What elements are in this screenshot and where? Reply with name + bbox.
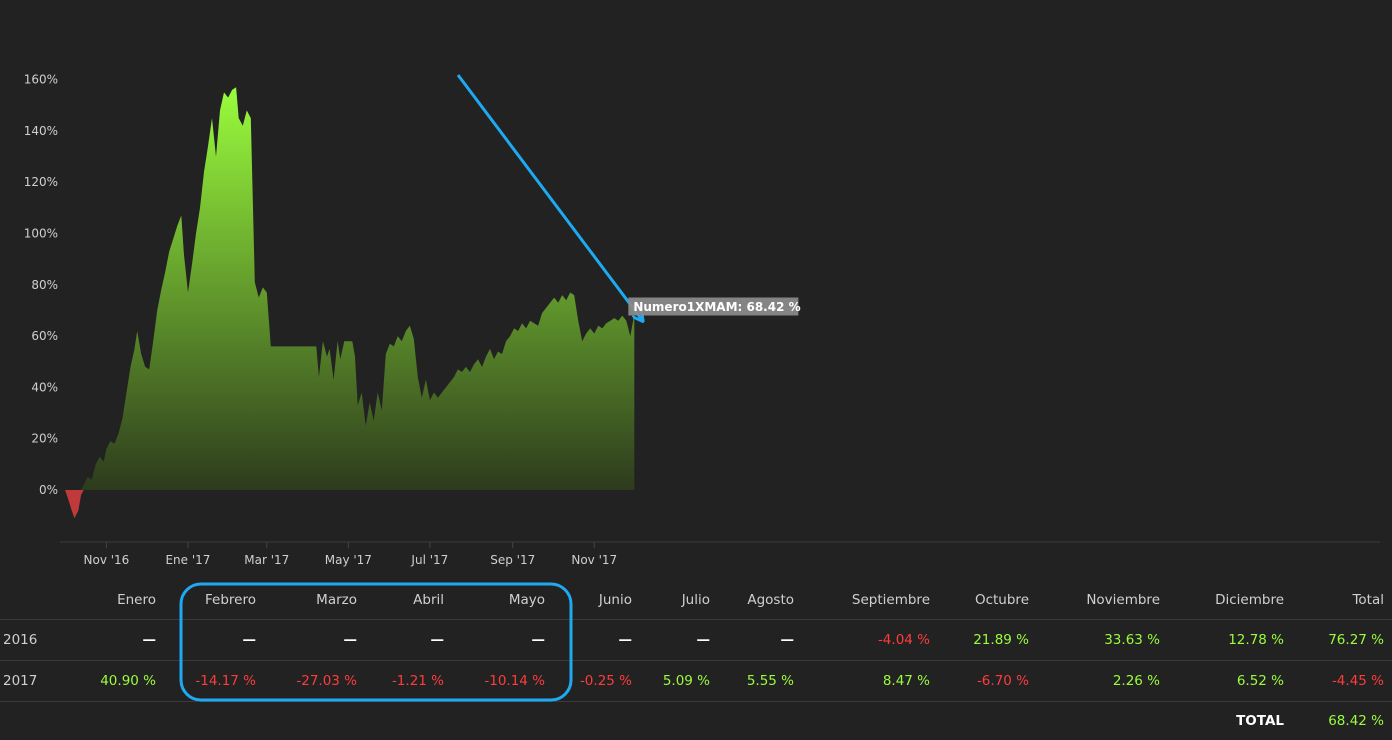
empty-cell: [794, 701, 930, 740]
month-return-cell: -6.70 %: [930, 660, 1029, 702]
performance-chart: 0% 20% 40% 60% 80% 100% 120% 140% 160% Nov '16 En…: [24, 73, 1380, 567]
month-return-cell: —: [632, 619, 710, 661]
year-total-cell: -4.45 %: [1284, 660, 1392, 702]
month-return-cell: 8.47 %: [794, 660, 930, 702]
y-tick-label: 80%: [31, 278, 58, 292]
month-header: Enero: [117, 592, 156, 608]
year-total-cell: 76.27 %: [1284, 619, 1392, 661]
month-return-cell: —: [357, 619, 444, 661]
y-tick-label: 20%: [31, 432, 58, 446]
month-return-cell: —: [710, 619, 794, 661]
year-cell: 2017: [0, 660, 60, 702]
month-header: Julio: [681, 592, 710, 608]
empty-cell: [156, 701, 256, 740]
grand-total-label: TOTAL: [1160, 701, 1284, 740]
positive-area-series: [65, 87, 635, 491]
month-header: Junio: [598, 592, 632, 608]
month-return-cell: —: [256, 619, 357, 661]
month-header: Noviembre: [1086, 592, 1160, 608]
month-return-cell: —: [156, 619, 256, 661]
month-return-cell: —: [545, 619, 632, 661]
empty-cell: [930, 701, 1029, 740]
month-return-cell: -14.17 %: [156, 660, 256, 702]
tooltip-background: [628, 297, 799, 316]
month-return-cell: -27.03 %: [256, 660, 357, 702]
month-return-cell: —: [60, 619, 156, 661]
empty-cell: [0, 701, 60, 740]
month-return-cell: 5.55 %: [710, 660, 794, 702]
y-tick-label: 120%: [24, 175, 58, 189]
monthly-returns-table: Enero Febrero Marzo Abril Mayo Junio Jul…: [0, 581, 1392, 740]
y-tick-label: 160%: [24, 73, 58, 87]
table-row: 2016— — — — — — — — -4.04 % 21.89 % 33.63 % 12.78 %…: [0, 619, 1392, 661]
month-return-cell: -0.25 %: [545, 660, 632, 702]
month-return-cell: 5.09 %: [632, 660, 710, 702]
tooltip-label: Numero1XMAM: 68.42 %: [633, 300, 800, 314]
table-row: 2017 40.90 % -14.17 % -27.03 % -1.21 % -10.14…: [0, 660, 1392, 702]
month-return-cell: -10.14 %: [444, 660, 545, 702]
table-header-row: Enero Febrero Marzo Abril Mayo Junio Jul…: [0, 581, 1392, 620]
grand-total-row: TOTAL 68.42 %: [0, 701, 1392, 740]
month-return-cell: -1.21 %: [357, 660, 444, 702]
month-header: Marzo: [316, 592, 357, 608]
trend-arrow-annotation: [456, 74, 642, 320]
x-axis: Nov '16 Ene '17 Mar '17 May '17 Jul '17 Sep '…: [84, 542, 617, 567]
x-tick-label: May '17: [325, 553, 372, 567]
month-header: Agosto: [747, 592, 794, 608]
month-return-cell: 2.26 %: [1029, 660, 1160, 702]
grand-total-value: 68.42 %: [1284, 701, 1392, 740]
y-axis: 0% 20% 40% 60% 80% 100% 120% 140% 160%: [24, 73, 58, 497]
empty-cell: [1029, 701, 1160, 740]
month-header: Febrero: [205, 592, 256, 608]
month-return-cell: 40.90 %: [60, 660, 156, 702]
year-cell: 2016: [0, 619, 60, 661]
year-column-header: [0, 581, 60, 620]
month-header: Abril: [413, 592, 444, 608]
x-tick-label: Ene '17: [165, 553, 210, 567]
plot-area: [65, 87, 635, 519]
month-return-cell: —: [444, 619, 545, 661]
y-tick-label: 140%: [24, 124, 58, 138]
month-header: Diciembre: [1215, 592, 1284, 608]
empty-cell: [444, 701, 545, 740]
month-return-cell: -4.04 %: [794, 619, 930, 661]
y-tick-label: 40%: [31, 380, 58, 394]
negative-area-series: [65, 490, 84, 519]
empty-cell: [545, 701, 632, 740]
total-header: Total: [1352, 592, 1384, 608]
empty-cell: [632, 701, 710, 740]
x-tick-label: Jul '17: [410, 553, 448, 567]
series-tooltip: Numero1XMAM: 68.42 %: [628, 297, 801, 316]
x-tick-label: Sep '17: [490, 553, 535, 567]
empty-cell: [256, 701, 357, 740]
month-return-cell: 12.78 %: [1160, 619, 1284, 661]
y-tick-label: 0%: [39, 483, 58, 497]
month-header: Septiembre: [851, 592, 930, 608]
x-tick-label: Mar '17: [244, 553, 289, 567]
x-tick-label: Nov '16: [84, 553, 130, 567]
month-return-cell: 6.52 %: [1160, 660, 1284, 702]
empty-cell: [357, 701, 444, 740]
month-header: Octubre: [974, 592, 1029, 608]
y-tick-label: 60%: [31, 329, 58, 343]
x-tick-label: Nov '17: [571, 553, 617, 567]
y-tick-label: 100%: [24, 227, 58, 241]
empty-cell: [60, 701, 156, 740]
month-return-cell: 21.89 %: [930, 619, 1029, 661]
month-return-cell: 33.63 %: [1029, 619, 1160, 661]
empty-cell: [710, 701, 794, 740]
month-header: Mayo: [508, 592, 545, 608]
